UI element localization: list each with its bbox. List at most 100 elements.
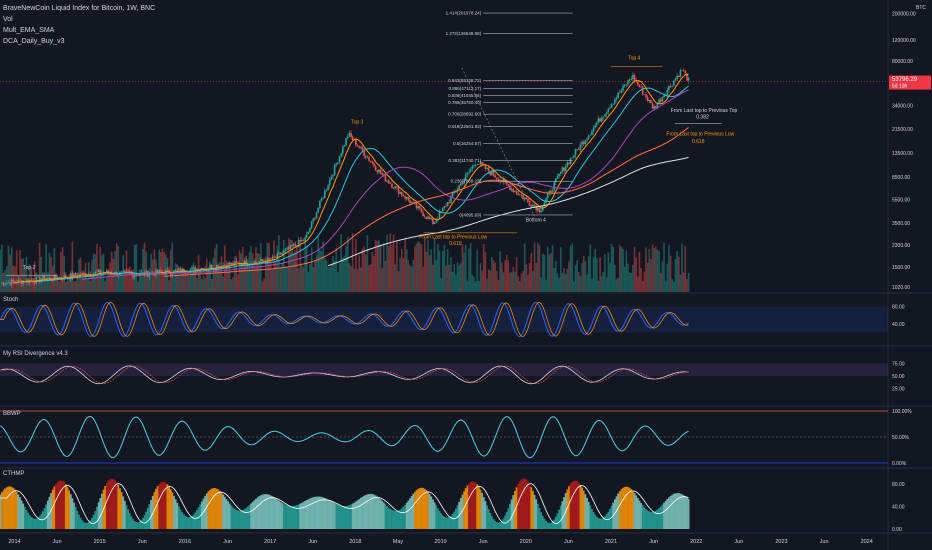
volume-bar [441,250,444,292]
cthmp-bar [640,502,642,529]
volume-bar [325,260,328,292]
cthmp-bar [143,515,146,529]
candle [112,274,115,276]
volume-bar [33,261,36,292]
volume-bar [186,275,188,292]
cthmp-bar [322,497,325,529]
volume-bar [327,267,329,292]
cthmp-bar [607,511,610,529]
candle [269,259,272,261]
cthmp-bar [158,483,161,529]
cthmp-bar [517,483,520,529]
cthmp-bar [687,498,690,529]
cthmp-bar [107,480,110,529]
candle [122,270,124,272]
candle [494,175,497,178]
volume-bar [250,245,252,292]
cthmp-bar [686,497,688,529]
candle [573,155,575,158]
cthmp-bar [4,488,7,529]
candle [666,90,669,96]
volume-bar [659,272,662,292]
cthmp-bar [536,503,539,529]
cthmp-bar [92,514,95,529]
cthmp-bar [30,516,33,529]
volume-bar [171,242,174,292]
pane-label-bbwp[interactable]: BBWP [3,411,21,417]
cthmp-bar [541,515,544,529]
volume-bar [648,249,651,292]
legend-symbol[interactable]: BraveNewCoin Liquid Index for Bitcoin, 1… [3,5,156,12]
pane-label-rsi[interactable]: My RSI Divergence v4.3 [3,351,68,357]
candle [535,206,537,211]
cthmp-bar [550,522,552,529]
cthmp-bar [445,517,447,529]
time-tick-label: 2016 [179,539,191,545]
candle [646,97,649,102]
volume-bar [533,242,536,292]
cthmp-bar [112,478,115,529]
legend-mult-ema[interactable]: Mult_EMA_SMA [3,27,55,34]
candle [279,252,282,255]
volume-bar [653,247,655,292]
cthmp-bar [523,478,526,529]
cthmp-bar [405,502,408,529]
candle [79,274,82,276]
volume-bar [284,266,287,292]
legend-vol[interactable]: Vol [3,16,13,23]
fib-level-label: 0.382(11740.71) [448,158,481,163]
volume-bar [535,262,537,292]
cthmp-bar [220,492,223,529]
volume-bar [684,245,687,292]
cthmp-bar [343,506,346,529]
legend-dca[interactable]: DCA_Daily_Buy_v3 [3,38,65,45]
candle [368,157,370,161]
candle [284,249,287,251]
volume-bar [669,255,672,292]
current-price-countdown: 5d 13h [892,84,908,90]
candle [258,261,261,263]
volume-bar [178,266,180,292]
volume-bar [438,250,441,292]
volume-bar [255,247,257,292]
volume-bar [207,268,210,292]
cthmp-bar [207,491,210,529]
candle [663,95,665,98]
candle [682,69,685,72]
fib-level-label: 0.786(35760.40) [448,100,482,105]
price-tick-label: 1500.00 [892,265,910,271]
cthmp-bar [482,497,485,529]
volume-bar [7,245,10,292]
pane-label-stoch[interactable]: Stoch [3,297,19,303]
candle [681,69,683,71]
candle [38,276,41,282]
volume-bar [15,250,18,292]
volume-bar [146,273,149,292]
candle [332,174,334,177]
volume-bar [671,279,674,292]
candle [358,146,360,148]
candle [576,149,578,150]
volume-bar [391,244,393,292]
cthmp-bar [141,518,144,529]
volume-bar [176,264,179,292]
cthmp-bar [400,508,403,529]
candle [264,261,267,264]
volume-bar [468,248,470,292]
candle [314,218,316,220]
candle [217,265,220,269]
candle [668,86,670,91]
volume-bar [312,267,315,292]
cthmp-bar [238,510,241,529]
volume-bar [348,263,351,292]
volume-bar [663,242,665,292]
volume-bar [333,261,336,292]
bbwp-tick: 50.00% [892,435,910,441]
candle [651,103,654,109]
stoch-d-line [0,302,689,337]
volume-bar [366,235,369,292]
candle [276,253,279,258]
pane-label-cthmp[interactable]: CTHMP [3,471,25,477]
cthmp-bar [110,478,113,529]
